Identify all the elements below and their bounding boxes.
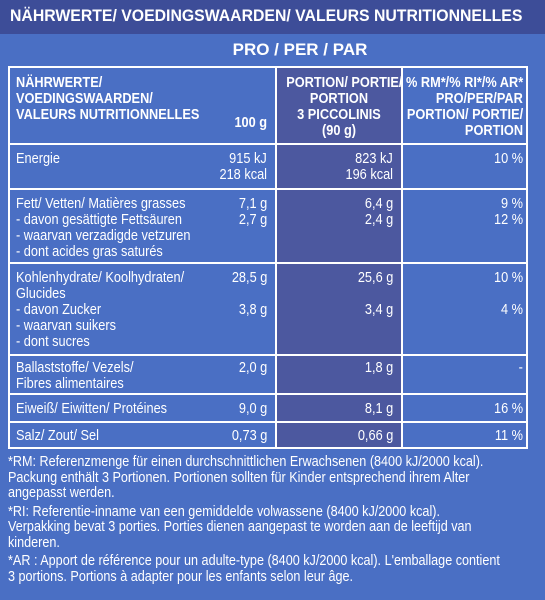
header-separator xyxy=(8,143,528,145)
footnote-ar: *AR : Apport de référence pour un adulte… xyxy=(8,553,500,585)
footnote-rm: *RM: Referenzmenge für einen durchschnit… xyxy=(8,454,484,501)
title-banner: NÄHRWERTE/ VOEDINGSWAARDEN/ VALEURS NUTR… xyxy=(0,0,545,34)
footnotes: *RM: Referenzmenge für einen durchschnit… xyxy=(8,454,530,585)
portion-column-highlight xyxy=(277,68,401,447)
row-separator-fibre xyxy=(8,393,528,395)
column-separator-100g xyxy=(275,66,277,449)
column-separator-portion xyxy=(401,66,403,449)
footnote-ri: *RI: Referentie-inname van een gemiddeld… xyxy=(8,503,472,551)
row-separator-energy xyxy=(8,188,528,190)
header-per-100g: 100 g xyxy=(234,115,267,131)
banner-title: NÄHRWERTE/ VOEDINGSWAARDEN/ VALEURS NUTR… xyxy=(10,6,523,25)
nutrition-table xyxy=(8,66,528,449)
pro-per-par-heading: PRO / PER / PAR xyxy=(232,40,368,59)
row-separator-protein xyxy=(8,421,528,423)
row-separator-fat xyxy=(8,262,528,264)
row-separator-carbs xyxy=(8,354,528,356)
